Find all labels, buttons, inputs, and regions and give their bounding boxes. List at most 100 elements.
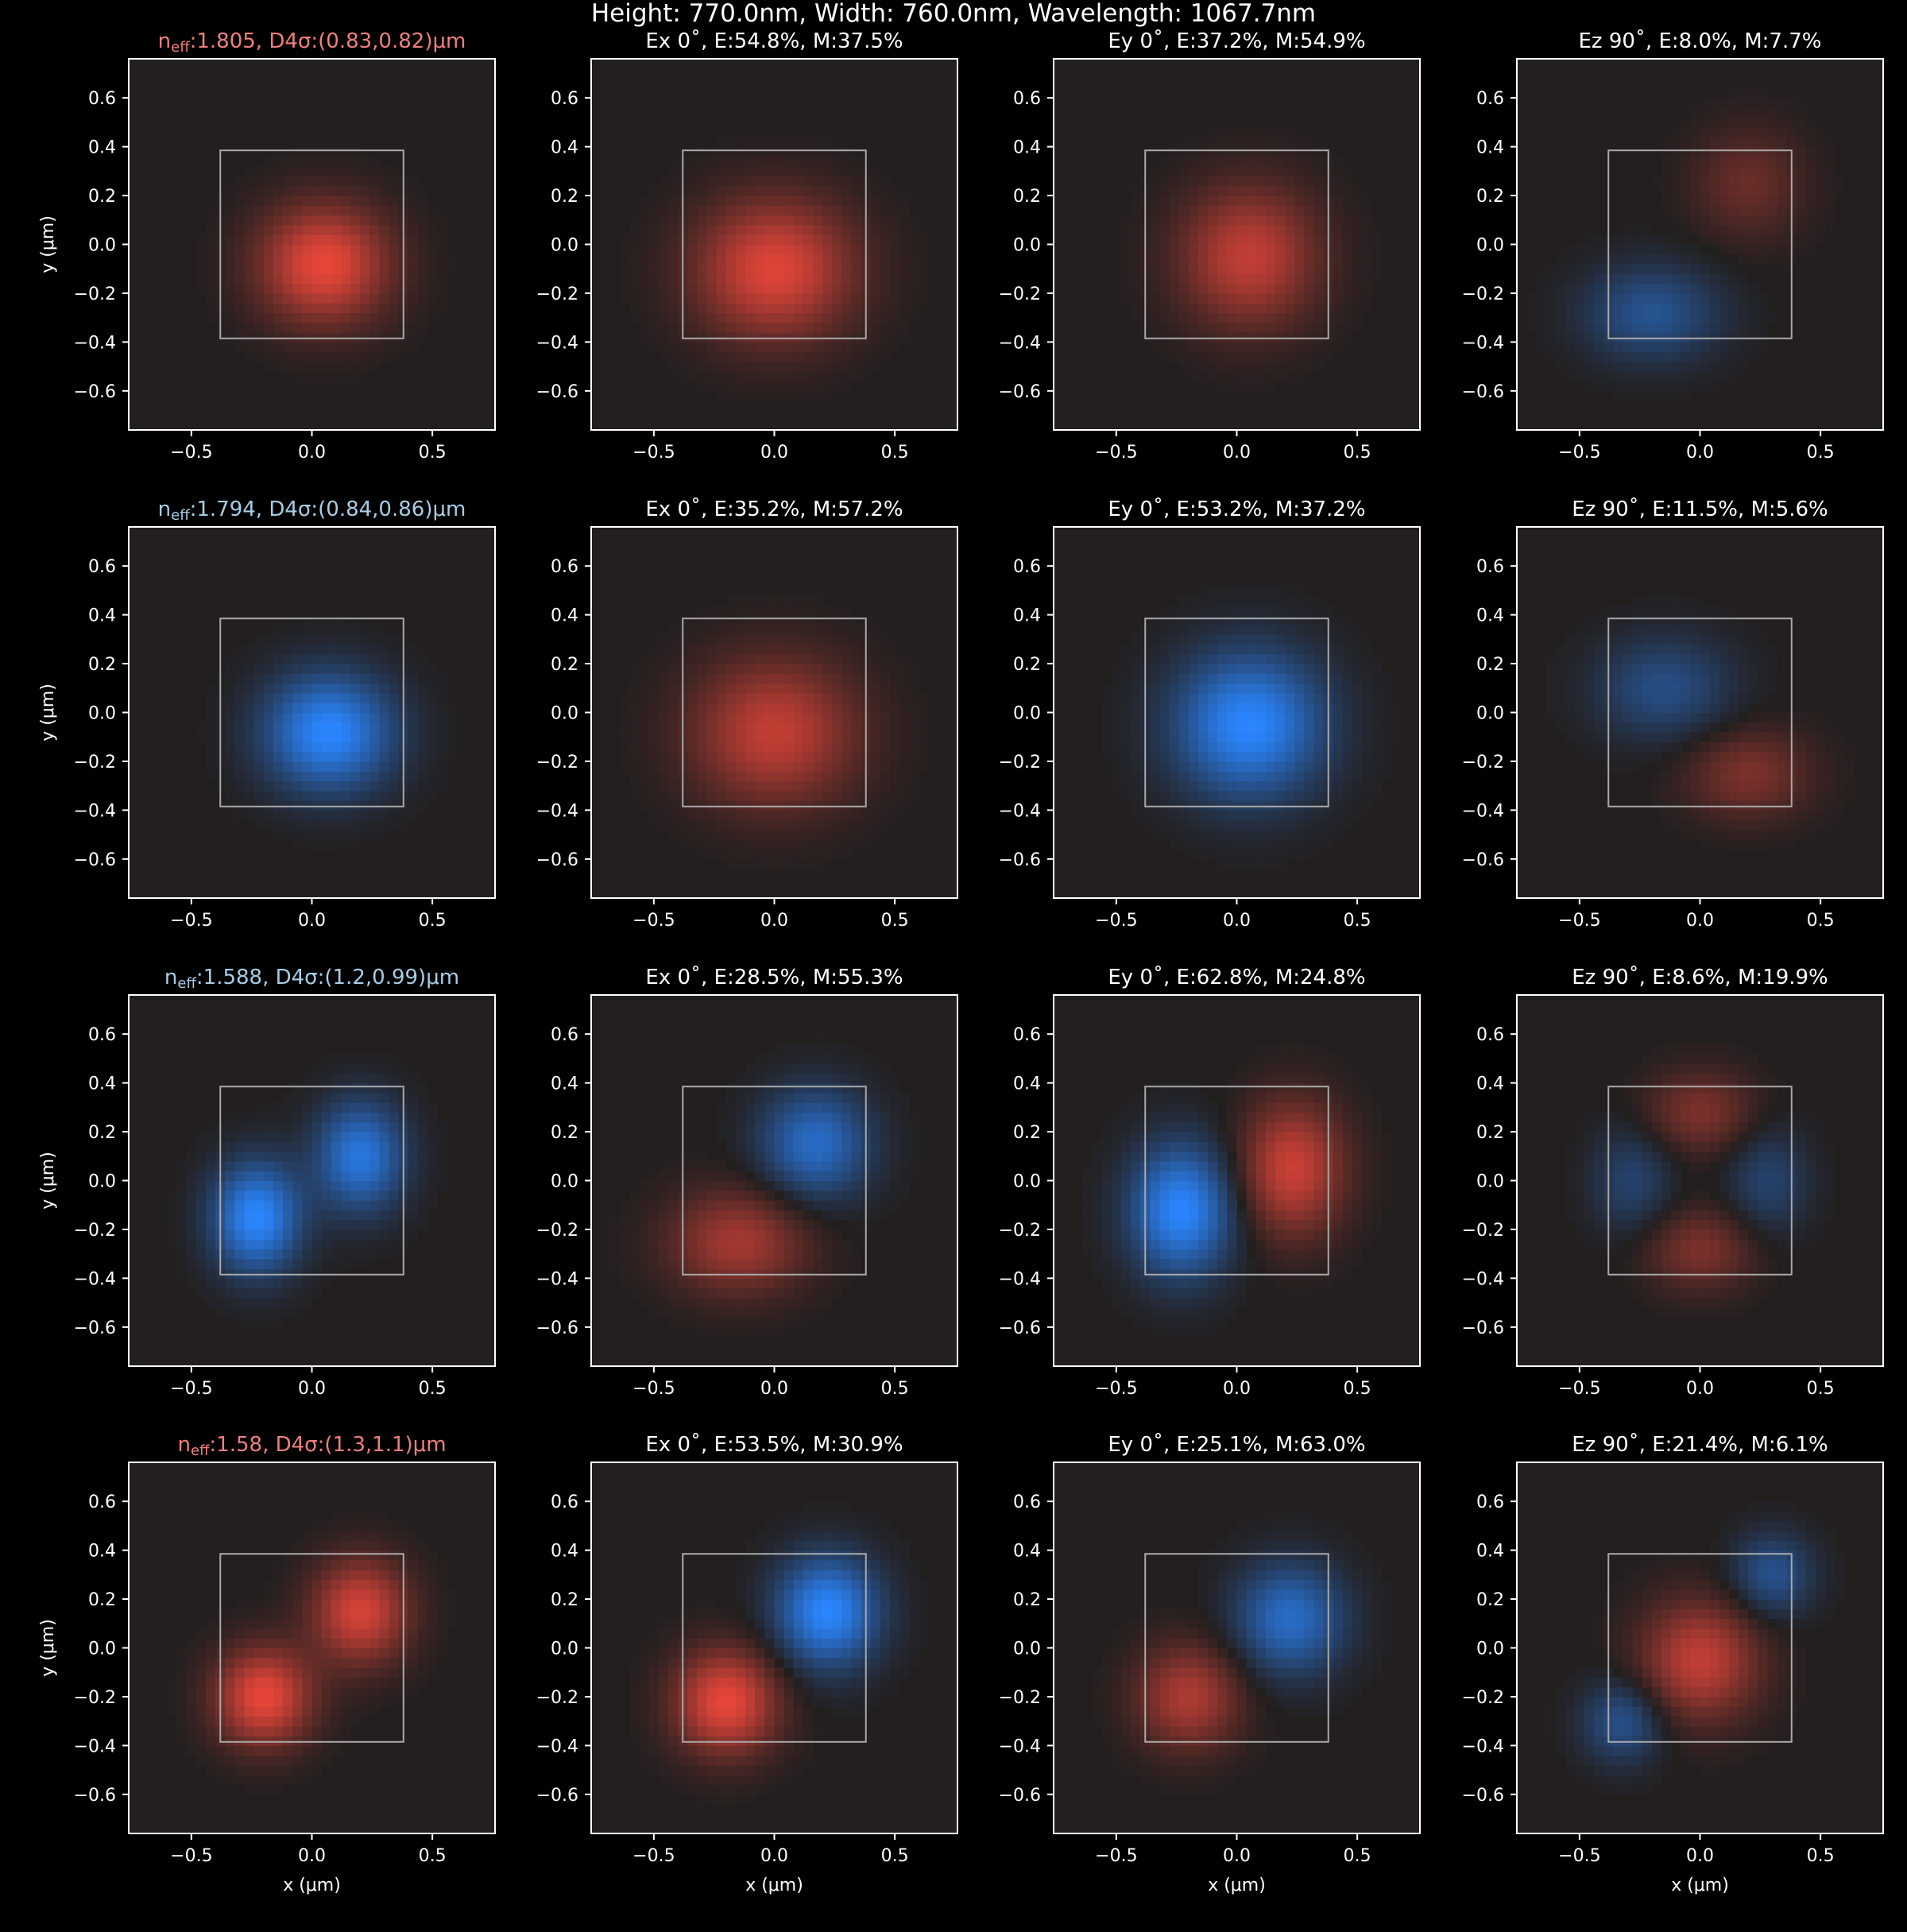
field-pixel xyxy=(813,634,823,645)
field-pixel xyxy=(1728,371,1739,382)
field-pixel xyxy=(1352,741,1363,753)
field-pixel xyxy=(1342,732,1353,742)
field-pixel xyxy=(1313,283,1325,294)
field-pixel xyxy=(1796,810,1807,821)
field-pixel xyxy=(379,166,390,177)
field-pixel xyxy=(1217,605,1228,616)
field-pixel xyxy=(1371,254,1383,265)
field-pixel xyxy=(1623,264,1634,274)
field-pixel xyxy=(1594,732,1604,742)
field-pixel xyxy=(1623,371,1634,382)
field-pixel xyxy=(1391,722,1402,733)
field-pixel xyxy=(292,761,303,772)
field-pixel xyxy=(1197,273,1209,285)
field-pixel xyxy=(1178,351,1189,362)
field-pixel xyxy=(1246,595,1257,606)
field-pixel xyxy=(745,800,756,811)
field-pixel xyxy=(1227,322,1238,333)
field-pixel xyxy=(774,215,785,226)
field-pixel xyxy=(1313,780,1325,792)
field-pixel xyxy=(706,771,718,782)
y-tick-label: −0.6 xyxy=(74,382,116,402)
field-pixel xyxy=(1690,819,1701,830)
field-pixel xyxy=(1584,634,1595,645)
field-pixel xyxy=(263,292,274,304)
field-pixel xyxy=(302,176,313,187)
field-pixel xyxy=(1362,244,1372,255)
field-pixel xyxy=(1758,732,1769,742)
field-pixel xyxy=(379,292,390,304)
field-pixel xyxy=(745,664,756,674)
field-pixel xyxy=(764,342,776,353)
field-pixel xyxy=(1642,361,1653,372)
field-pixel xyxy=(350,624,361,635)
field-pixel xyxy=(725,819,737,830)
field-pixel xyxy=(822,292,833,304)
field-pixel xyxy=(1555,273,1566,285)
field-pixel xyxy=(813,624,823,635)
field-pixel xyxy=(813,722,823,733)
field-pixel xyxy=(225,653,236,664)
field-pixel xyxy=(832,653,843,664)
field-pixel xyxy=(755,624,765,635)
field-pixel xyxy=(880,234,891,246)
mode-title-n: n xyxy=(158,498,171,521)
field-pixel xyxy=(408,234,419,246)
field-pixel xyxy=(899,254,910,265)
field-pixel xyxy=(841,605,853,616)
field-pixel xyxy=(1246,585,1257,596)
field-pixel xyxy=(706,234,718,246)
field-pixel xyxy=(1700,156,1711,167)
field-pixel xyxy=(851,703,862,714)
field-pixel xyxy=(1246,800,1257,811)
field-pixel xyxy=(1313,156,1325,167)
field-pixel xyxy=(1651,264,1662,274)
field-pixel xyxy=(273,332,284,343)
field-pixel xyxy=(244,810,255,821)
field-pixel xyxy=(1748,322,1758,333)
field-pixel xyxy=(735,166,746,177)
field-pixel xyxy=(1623,312,1634,323)
field-pixel xyxy=(813,692,823,703)
field-pixel xyxy=(302,839,313,850)
field-pixel xyxy=(658,780,669,792)
field-pixel xyxy=(1825,176,1835,187)
field-pixel xyxy=(244,303,255,314)
field-pixel xyxy=(1681,156,1691,167)
field-pixel xyxy=(195,732,207,742)
field-pixel xyxy=(1758,634,1769,645)
field-pixel xyxy=(417,196,428,206)
field-pixel xyxy=(880,741,891,753)
field-pixel xyxy=(1671,595,1681,606)
field-pixel xyxy=(1719,790,1730,801)
field-pixel xyxy=(755,664,765,674)
y-tick-label: −0.4 xyxy=(74,333,116,353)
field-pixel xyxy=(745,829,756,840)
field-pixel xyxy=(880,751,891,762)
field-pixel xyxy=(206,683,216,694)
field-pixel xyxy=(774,303,785,314)
x-tick-label: 0.0 xyxy=(1686,443,1714,463)
field-pixel xyxy=(302,692,313,703)
field-pixel xyxy=(1265,146,1276,157)
field-pixel xyxy=(1265,361,1276,372)
field-pixel xyxy=(302,810,313,821)
field-pixel xyxy=(803,146,814,157)
field-pixel xyxy=(1236,634,1247,645)
field-pixel xyxy=(832,264,843,274)
field-pixel xyxy=(1728,264,1739,274)
field-pixel xyxy=(1700,292,1711,304)
field-pixel xyxy=(1178,673,1189,684)
field-pixel xyxy=(1188,196,1199,206)
field-pixel xyxy=(1739,156,1749,167)
field-pixel xyxy=(1767,790,1778,801)
field-pixel xyxy=(1169,322,1180,333)
field-pixel xyxy=(725,605,737,616)
field-pixel xyxy=(1197,595,1209,606)
field-pixel xyxy=(234,196,246,206)
field-pixel xyxy=(292,614,303,625)
field-pixel xyxy=(1690,761,1701,772)
field-pixel xyxy=(620,722,631,733)
panel-r1-c3: −0.5 0.0 0.50.60.40.20.0−0.2−0.4−0.6Ey 0˚,… xyxy=(999,29,1421,463)
field-pixel xyxy=(408,254,419,265)
